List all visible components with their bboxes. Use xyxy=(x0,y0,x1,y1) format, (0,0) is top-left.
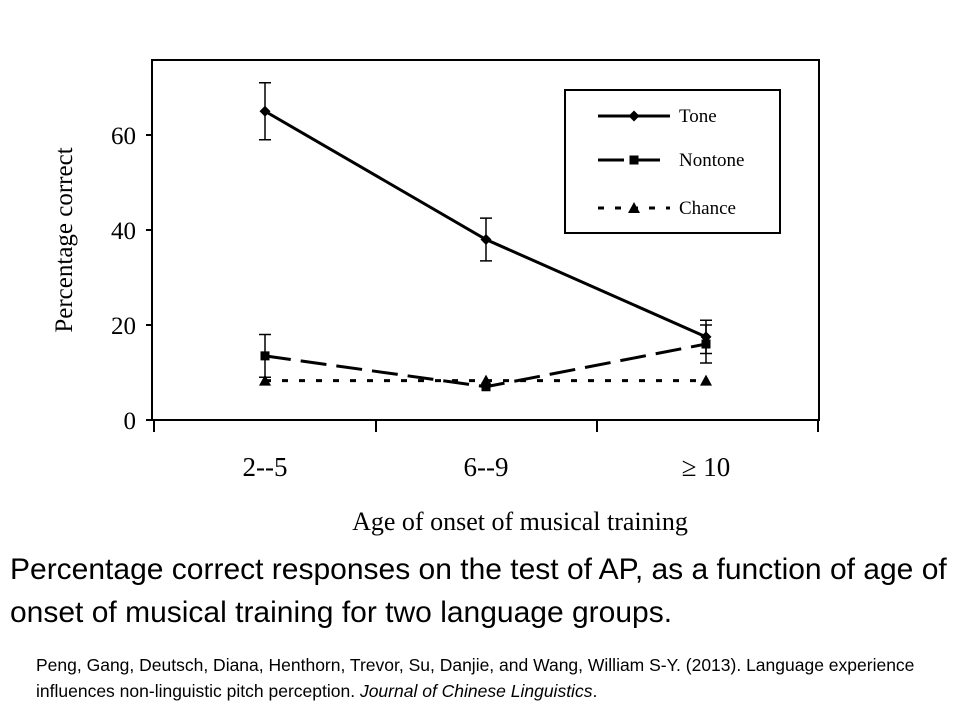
citation: Peng, Gang, Deutsch, Diana, Henthorn, Tr… xyxy=(36,652,951,704)
data-point-chance xyxy=(480,374,492,386)
data-point-chance xyxy=(700,374,712,386)
y-tick-label: 0 xyxy=(124,408,137,435)
series-tone xyxy=(259,82,712,355)
x-tick-label: 6--9 xyxy=(464,452,509,482)
legend-marker-chance xyxy=(628,202,640,213)
citation-text: Peng, Gang, Deutsch, Diana, Henthorn, Tr… xyxy=(36,655,915,701)
data-point-nontone xyxy=(260,351,270,361)
citation-period: . xyxy=(592,681,598,701)
legend-marker-nontone xyxy=(629,155,639,165)
y-tick-label: 40 xyxy=(111,218,136,245)
legend-label-chance: Chance xyxy=(679,198,736,219)
data-point-nontone xyxy=(481,382,491,392)
legend-label-nontone: Nontone xyxy=(679,150,744,171)
legend-marker-tone xyxy=(628,110,640,122)
figure-caption: Percentage correct responses on the test… xyxy=(10,553,947,629)
x-tick-label: ≥ 10 xyxy=(682,452,731,482)
data-point-tone xyxy=(480,234,492,245)
series-chance xyxy=(259,374,712,386)
legend-box xyxy=(564,89,781,234)
data-point-tone xyxy=(259,105,271,117)
journal-name: Journal of Chinese Linguistics xyxy=(359,681,593,701)
y-tick-label: 60 xyxy=(111,123,136,150)
y-axis-label: Percentage correct xyxy=(51,147,78,332)
x-axis-label: Age of onset of musical training xyxy=(352,507,688,536)
legend: Tone Nontone Chance xyxy=(564,89,781,234)
x-tick-label: 2--5 xyxy=(243,452,288,482)
y-tick-label: 20 xyxy=(111,313,136,340)
data-point-chance xyxy=(259,374,271,386)
legend-label-tone: Tone xyxy=(679,106,717,127)
data-point-nontone xyxy=(701,339,711,349)
